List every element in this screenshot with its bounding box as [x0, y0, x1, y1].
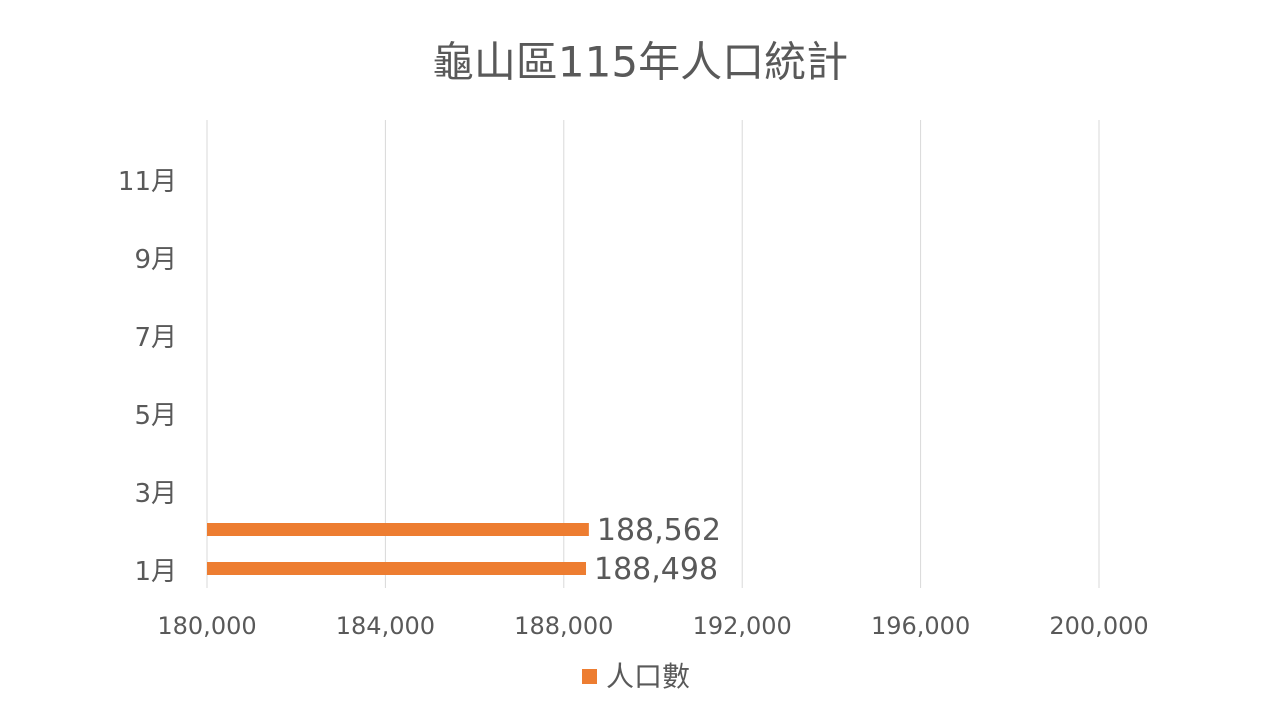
y-tick-label: 5月	[134, 401, 177, 431]
y-tick-label: 9月	[134, 245, 177, 275]
bar	[207, 562, 587, 575]
x-tick-label: 200,000	[1049, 612, 1148, 640]
y-tick-label: 11月	[118, 167, 177, 197]
legend-label: 人口數	[606, 660, 690, 693]
x-tick-label: 196,000	[871, 612, 970, 640]
y-tick-label: 1月	[134, 557, 177, 587]
y-tick-label: 7月	[134, 323, 177, 353]
legend-swatch	[582, 669, 597, 684]
data-label: 188,562	[597, 513, 721, 548]
chart-title: 龜山區115年人口統計	[432, 38, 848, 87]
x-tick-label: 192,000	[693, 612, 792, 640]
bar	[207, 523, 589, 536]
x-tick-label: 188,000	[514, 612, 613, 640]
data-label: 188,498	[594, 552, 718, 587]
x-tick-label: 184,000	[336, 612, 435, 640]
y-tick-label: 3月	[134, 479, 177, 509]
x-tick-label: 180,000	[157, 612, 256, 640]
